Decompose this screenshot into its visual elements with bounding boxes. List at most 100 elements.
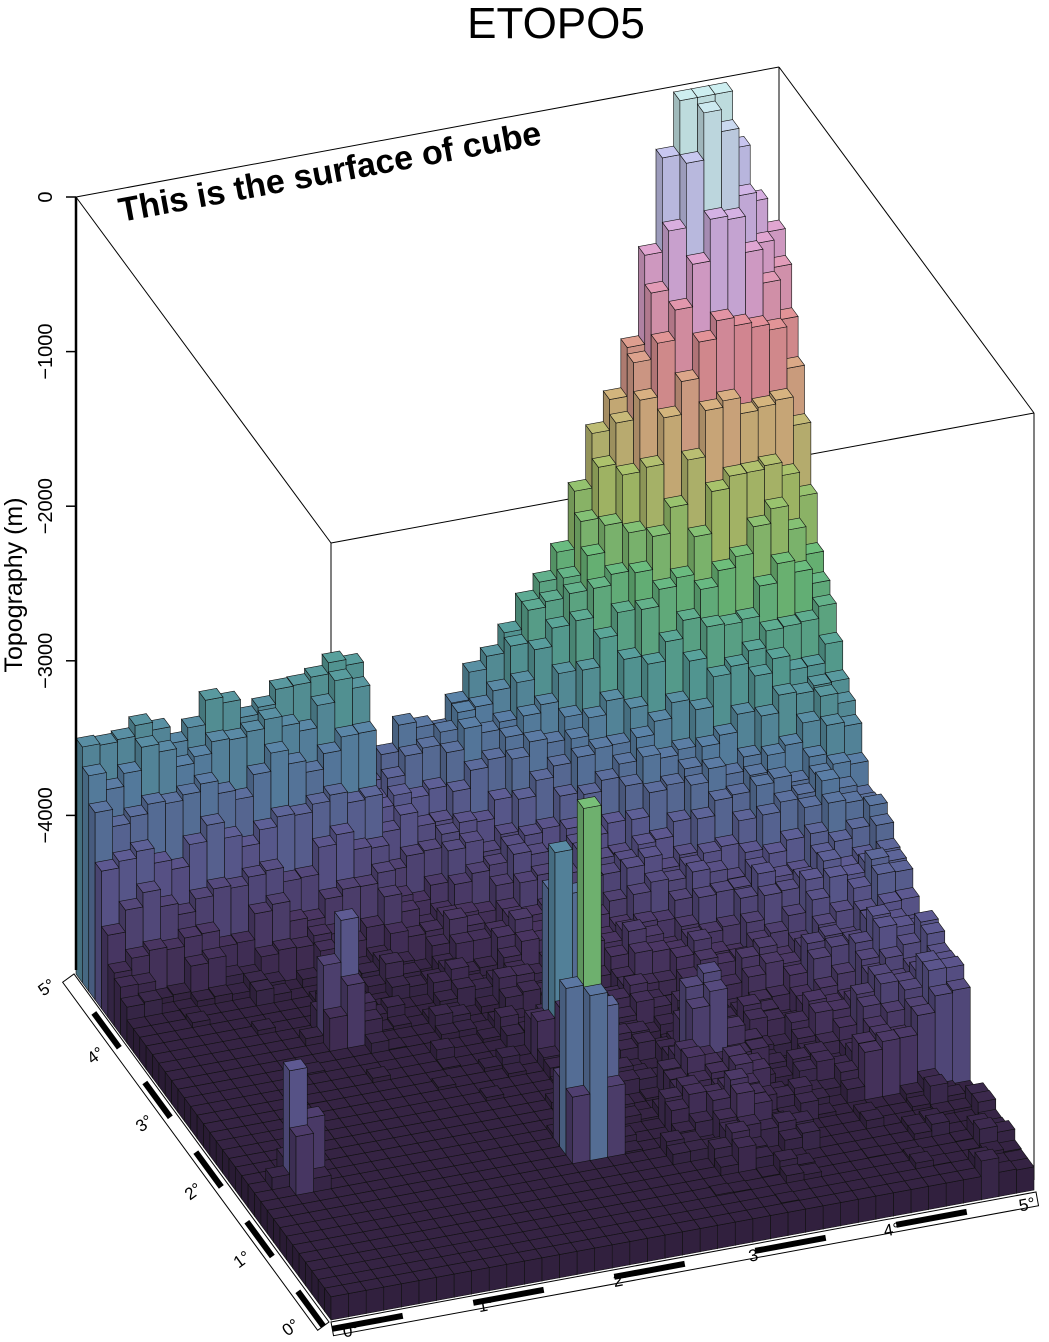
bar-face-top (597, 513, 623, 526)
bar-face-top (316, 741, 342, 755)
bar-face-top (479, 644, 505, 657)
bar-face-top (768, 387, 794, 401)
bar-face-top (872, 915, 898, 928)
bar-face-top (668, 888, 694, 901)
bar-face-top (441, 838, 467, 852)
bar-face-top (813, 975, 839, 989)
bar-face-top (731, 808, 757, 822)
bar-face-top (703, 207, 729, 220)
bar-face-front (980, 1157, 1000, 1201)
bar-face-top (771, 682, 797, 696)
bar-face-top (545, 615, 571, 629)
bar-face-top (567, 479, 593, 492)
bar-face-top (735, 945, 761, 959)
bar-face-top (588, 736, 614, 749)
bar-face-top (609, 410, 635, 424)
bar-face-top (569, 608, 595, 622)
bar-face-top (610, 600, 636, 613)
bar-face-top (687, 524, 713, 538)
bar-face-top (757, 453, 783, 467)
cube-edge-back-top-left (75, 66, 780, 198)
bar-face-top (327, 668, 353, 682)
bar-face-top (492, 709, 518, 723)
bar-face-top (398, 743, 424, 757)
bar-face-top (626, 350, 652, 364)
bar-face-top (759, 618, 785, 632)
bar-face-top (818, 924, 844, 937)
bar-face-top (728, 544, 754, 557)
bar-face-top (532, 569, 558, 583)
bar-face-front (875, 1192, 894, 1220)
bar-face-top (730, 702, 756, 715)
bar-face-top (639, 455, 665, 468)
bar-face-top (827, 829, 853, 842)
bar-face-top (735, 607, 761, 620)
bar-face-top (556, 565, 582, 579)
bar-face-front (928, 1182, 947, 1210)
bar-face-top (706, 664, 732, 678)
bar-face-top (517, 823, 543, 836)
bar-face-top (629, 725, 655, 739)
bar-face-top (334, 724, 360, 738)
bar-face-top (644, 870, 670, 883)
bar-face-top (658, 629, 684, 643)
cube-edge-back-top-right (778, 66, 1035, 414)
bar-face-top (498, 725, 524, 738)
bar-face-left (113, 977, 121, 1036)
bar-surface (75, 81, 1035, 1321)
bar-face-top (811, 594, 837, 607)
bar-face-top (656, 405, 683, 419)
cube-edge-front-top-left (75, 196, 332, 544)
bar-face-top (724, 654, 750, 667)
bar-face-top (722, 463, 748, 477)
bar-face-top (422, 776, 448, 790)
bar-face-top (620, 335, 646, 348)
bar-face-top (767, 766, 793, 779)
bar-face-top (521, 598, 547, 611)
bar-face-top (503, 633, 529, 647)
bar-face-top (617, 647, 643, 660)
bar-face-top (668, 297, 694, 311)
bar-face-top (751, 861, 777, 875)
bar-face-top (830, 961, 856, 975)
bar-face-top (896, 932, 922, 946)
bar-face-top (712, 723, 738, 736)
bar-face-top (423, 873, 449, 886)
bar-face-top (508, 907, 534, 921)
bar-face-top (673, 88, 699, 102)
bar-face-top (513, 870, 539, 884)
bar-face-top (782, 963, 808, 976)
bar-face-front (589, 992, 608, 1185)
bar-face-top (489, 873, 515, 886)
bar-face-top (797, 795, 823, 808)
bar-face-top (631, 832, 657, 846)
bar-face-front (945, 1179, 965, 1207)
bar-face-top (600, 811, 627, 824)
bar-face-top (845, 816, 871, 830)
bar-face-left (107, 963, 115, 1027)
bar-face-top (650, 331, 676, 344)
bar-face-top (743, 763, 769, 776)
bar-face-top (701, 756, 727, 770)
bar-face-top (535, 816, 561, 830)
bar-face-top (791, 782, 817, 796)
bar-face-top (458, 830, 484, 844)
bar-face-top (465, 861, 491, 874)
bar-face-top (621, 520, 647, 534)
bar-face-top (393, 802, 419, 816)
bar-face-top (685, 859, 711, 873)
bar-face-top (739, 910, 765, 924)
bar-face-top (749, 773, 775, 787)
bar-face-top (798, 867, 824, 881)
bar-face-top (628, 940, 654, 954)
bar-face-top (715, 914, 741, 928)
bar-face-top (570, 745, 596, 758)
bar-face-left (88, 803, 96, 1001)
bar-face-top (813, 684, 839, 697)
bar-face-top (577, 782, 603, 795)
bar-face-top (511, 787, 537, 800)
bar-face-top (615, 462, 641, 476)
bar-face-top (428, 809, 454, 823)
bar-face-top (865, 904, 892, 917)
